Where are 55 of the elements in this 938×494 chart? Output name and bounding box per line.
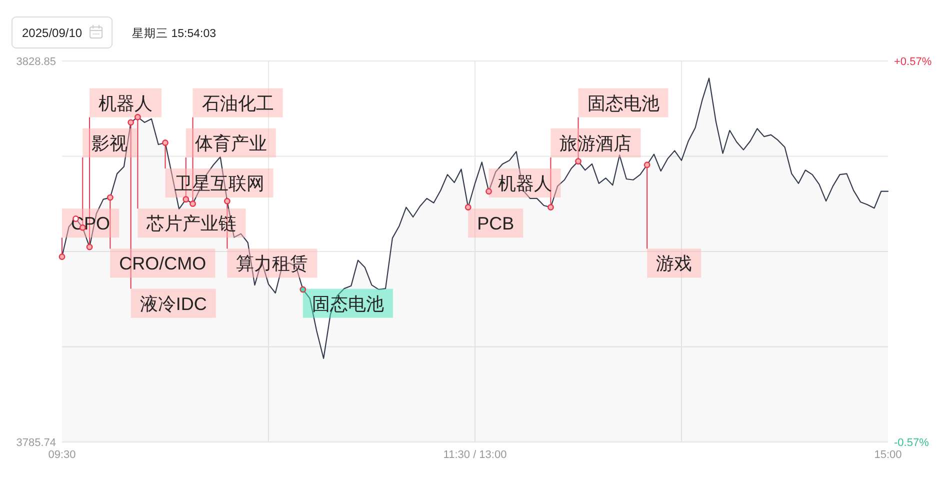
data-label: 影视	[92, 133, 128, 154]
data-label: 机器人	[498, 174, 552, 194]
data-label: 算力租赁	[236, 254, 308, 274]
data-label: 固态电池	[312, 294, 384, 314]
data-label: 石油化工	[202, 93, 274, 114]
header: 2025/09/10 星期三 15:54:03	[12, 16, 216, 48]
point	[190, 200, 196, 207]
event-label: 算力租赁	[227, 248, 318, 278]
event-label: 芯片产业链	[138, 208, 246, 238]
point	[182, 196, 190, 203]
event-label: 游戏	[647, 248, 702, 278]
event-label: 固态电池	[578, 88, 668, 118]
event-label: 影视	[82, 128, 137, 158]
event-label: 旅游酒店	[550, 128, 641, 158]
event-label: 卫星互联网	[165, 168, 274, 198]
point	[106, 194, 114, 201]
data-label: 体育产业	[194, 133, 267, 154]
point	[58, 254, 66, 260]
event-label: 体育产业	[186, 128, 276, 158]
data-label: 固态电池	[587, 93, 660, 114]
point	[575, 158, 582, 165]
point	[162, 140, 168, 146]
y-tick-label: 3785.74	[16, 437, 56, 449]
event-label: 液冷IDC	[130, 288, 216, 318]
point	[134, 114, 141, 120]
x-tick-label: 15:00	[874, 449, 902, 461]
x-tick-label: 11:30 / 13:00	[443, 449, 507, 461]
data-label: 旅游酒店	[560, 133, 632, 154]
event-label: 固态电池	[302, 288, 393, 318]
point	[644, 162, 650, 168]
event-label: CRO/CMO	[110, 248, 216, 278]
point	[128, 119, 134, 126]
x-tick-label: 09:30	[48, 449, 76, 461]
point	[224, 198, 230, 204]
data-label: 游戏	[656, 254, 692, 274]
data-label: 卫星互联网	[174, 174, 264, 194]
event-label: 机器人	[90, 88, 162, 118]
event-label: 石油化工	[192, 88, 283, 118]
data-label: CRO/CMO	[119, 254, 206, 274]
data-label: 机器人	[98, 93, 153, 114]
chart-title: 2025/09/10	[22, 26, 82, 40]
event-label: PCB	[468, 208, 524, 238]
data-label: 液冷IDC	[140, 294, 207, 314]
y2-tick-label: +0.57%	[894, 56, 932, 68]
data-label: 芯片产业链	[146, 214, 237, 234]
event-label: 机器人	[488, 168, 561, 198]
point	[548, 204, 554, 210]
point	[464, 204, 472, 210]
chart-subtitle: 星期三 15:54:03	[132, 27, 216, 40]
point	[86, 244, 93, 250]
point	[300, 286, 306, 293]
y-tick-label: 3828.85	[16, 56, 56, 68]
point	[486, 188, 492, 195]
y2-tick-label: -0.57%	[894, 437, 930, 449]
data-label: PCB	[477, 214, 514, 234]
